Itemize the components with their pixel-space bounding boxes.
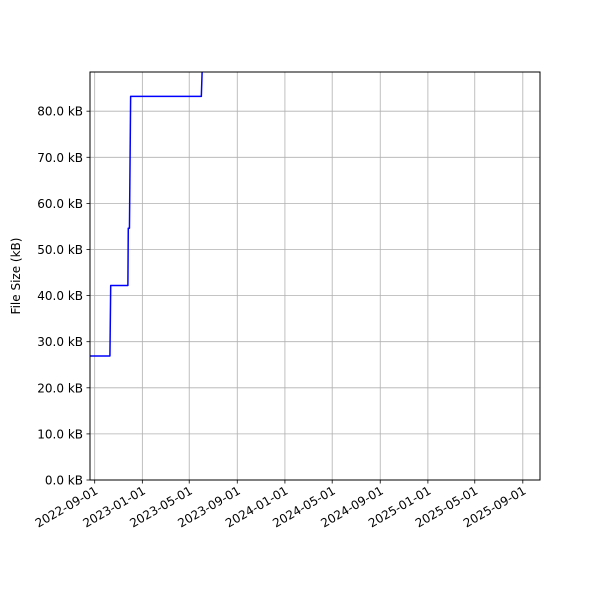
y-tick-label: 0.0 kB [45,474,83,488]
y-axis: 0.0 kB 10.0 kB 20.0 kB 30.0 kB 40.0 kB 50.0 k… [37,105,90,488]
y-tick-label: 10.0 kB [37,427,83,441]
y-tick-label: 20.0 kB [37,381,83,395]
y-tick-label: 30.0 kB [37,335,83,349]
y-tick-label: 60.0 kB [37,197,83,211]
plot-area-background [90,72,540,480]
y-tick-label: 40.0 kB [37,289,83,303]
y-axis-label: File Size (kB) [9,238,23,315]
plot-area-border [89,71,541,481]
y-tick-label: 80.0 kB [37,105,83,119]
y-tick-label: 50.0 kB [37,243,83,257]
y-tick-label: 70.0 kB [37,151,83,165]
series-lines [90,72,203,357]
file-size-series-line [90,72,203,357]
